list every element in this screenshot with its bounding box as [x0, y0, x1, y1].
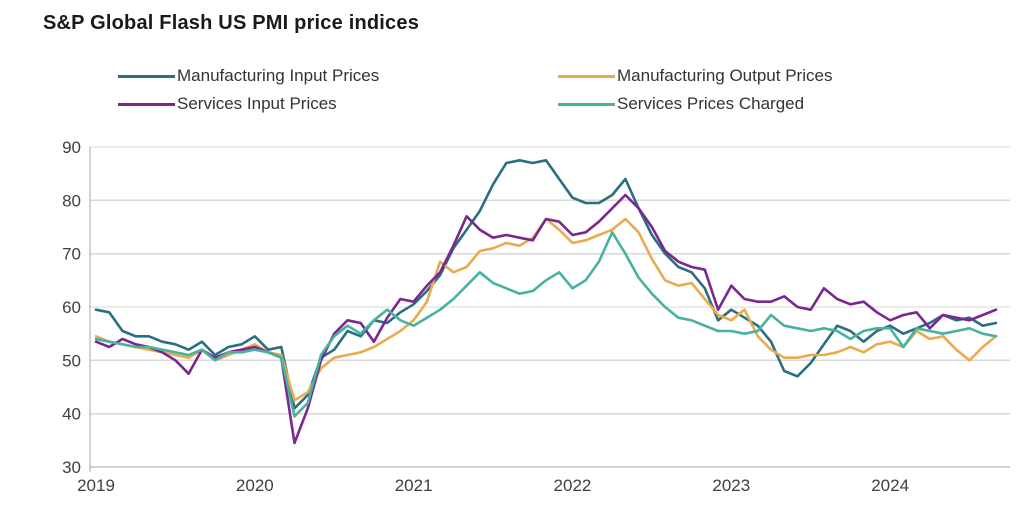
svg-text:40: 40: [62, 405, 81, 424]
svg-text:80: 80: [62, 191, 81, 210]
legend-item-services-prices-charged: Services Prices Charged: [558, 94, 805, 113]
svg-text:2019: 2019: [77, 476, 115, 495]
svg-text:2020: 2020: [236, 476, 274, 495]
legend-label: Services Prices Charged: [617, 94, 805, 113]
legend-swatch-services-input: [118, 102, 175, 106]
legend-item-services-input-prices: Services Input Prices: [118, 94, 337, 113]
svg-text:2021: 2021: [395, 476, 433, 495]
svg-text:30: 30: [62, 458, 81, 477]
svg-text:2022: 2022: [554, 476, 592, 495]
chart-title: S&P Global Flash US PMI price indices: [43, 12, 420, 34]
legend-item-manufacturing-output-prices: Manufacturing Output Prices: [558, 66, 833, 85]
svg-text:50: 50: [62, 351, 81, 370]
legend-label: Manufacturing Input Prices: [177, 66, 380, 85]
legend-swatch-manufacturing-input: [118, 74, 175, 78]
legend-swatch-services-charged: [558, 102, 615, 106]
svg-text:60: 60: [62, 298, 81, 317]
svg-text:2024: 2024: [871, 476, 909, 495]
svg-text:90: 90: [62, 138, 81, 157]
legend-label: Services Input Prices: [177, 94, 337, 113]
svg-text:70: 70: [62, 245, 81, 264]
legend-item-manufacturing-input-prices: Manufacturing Input Prices: [118, 66, 380, 85]
svg-text:2023: 2023: [712, 476, 750, 495]
legend-swatch-manufacturing-output: [558, 74, 615, 78]
legend-label: Manufacturing Output Prices: [617, 66, 833, 85]
